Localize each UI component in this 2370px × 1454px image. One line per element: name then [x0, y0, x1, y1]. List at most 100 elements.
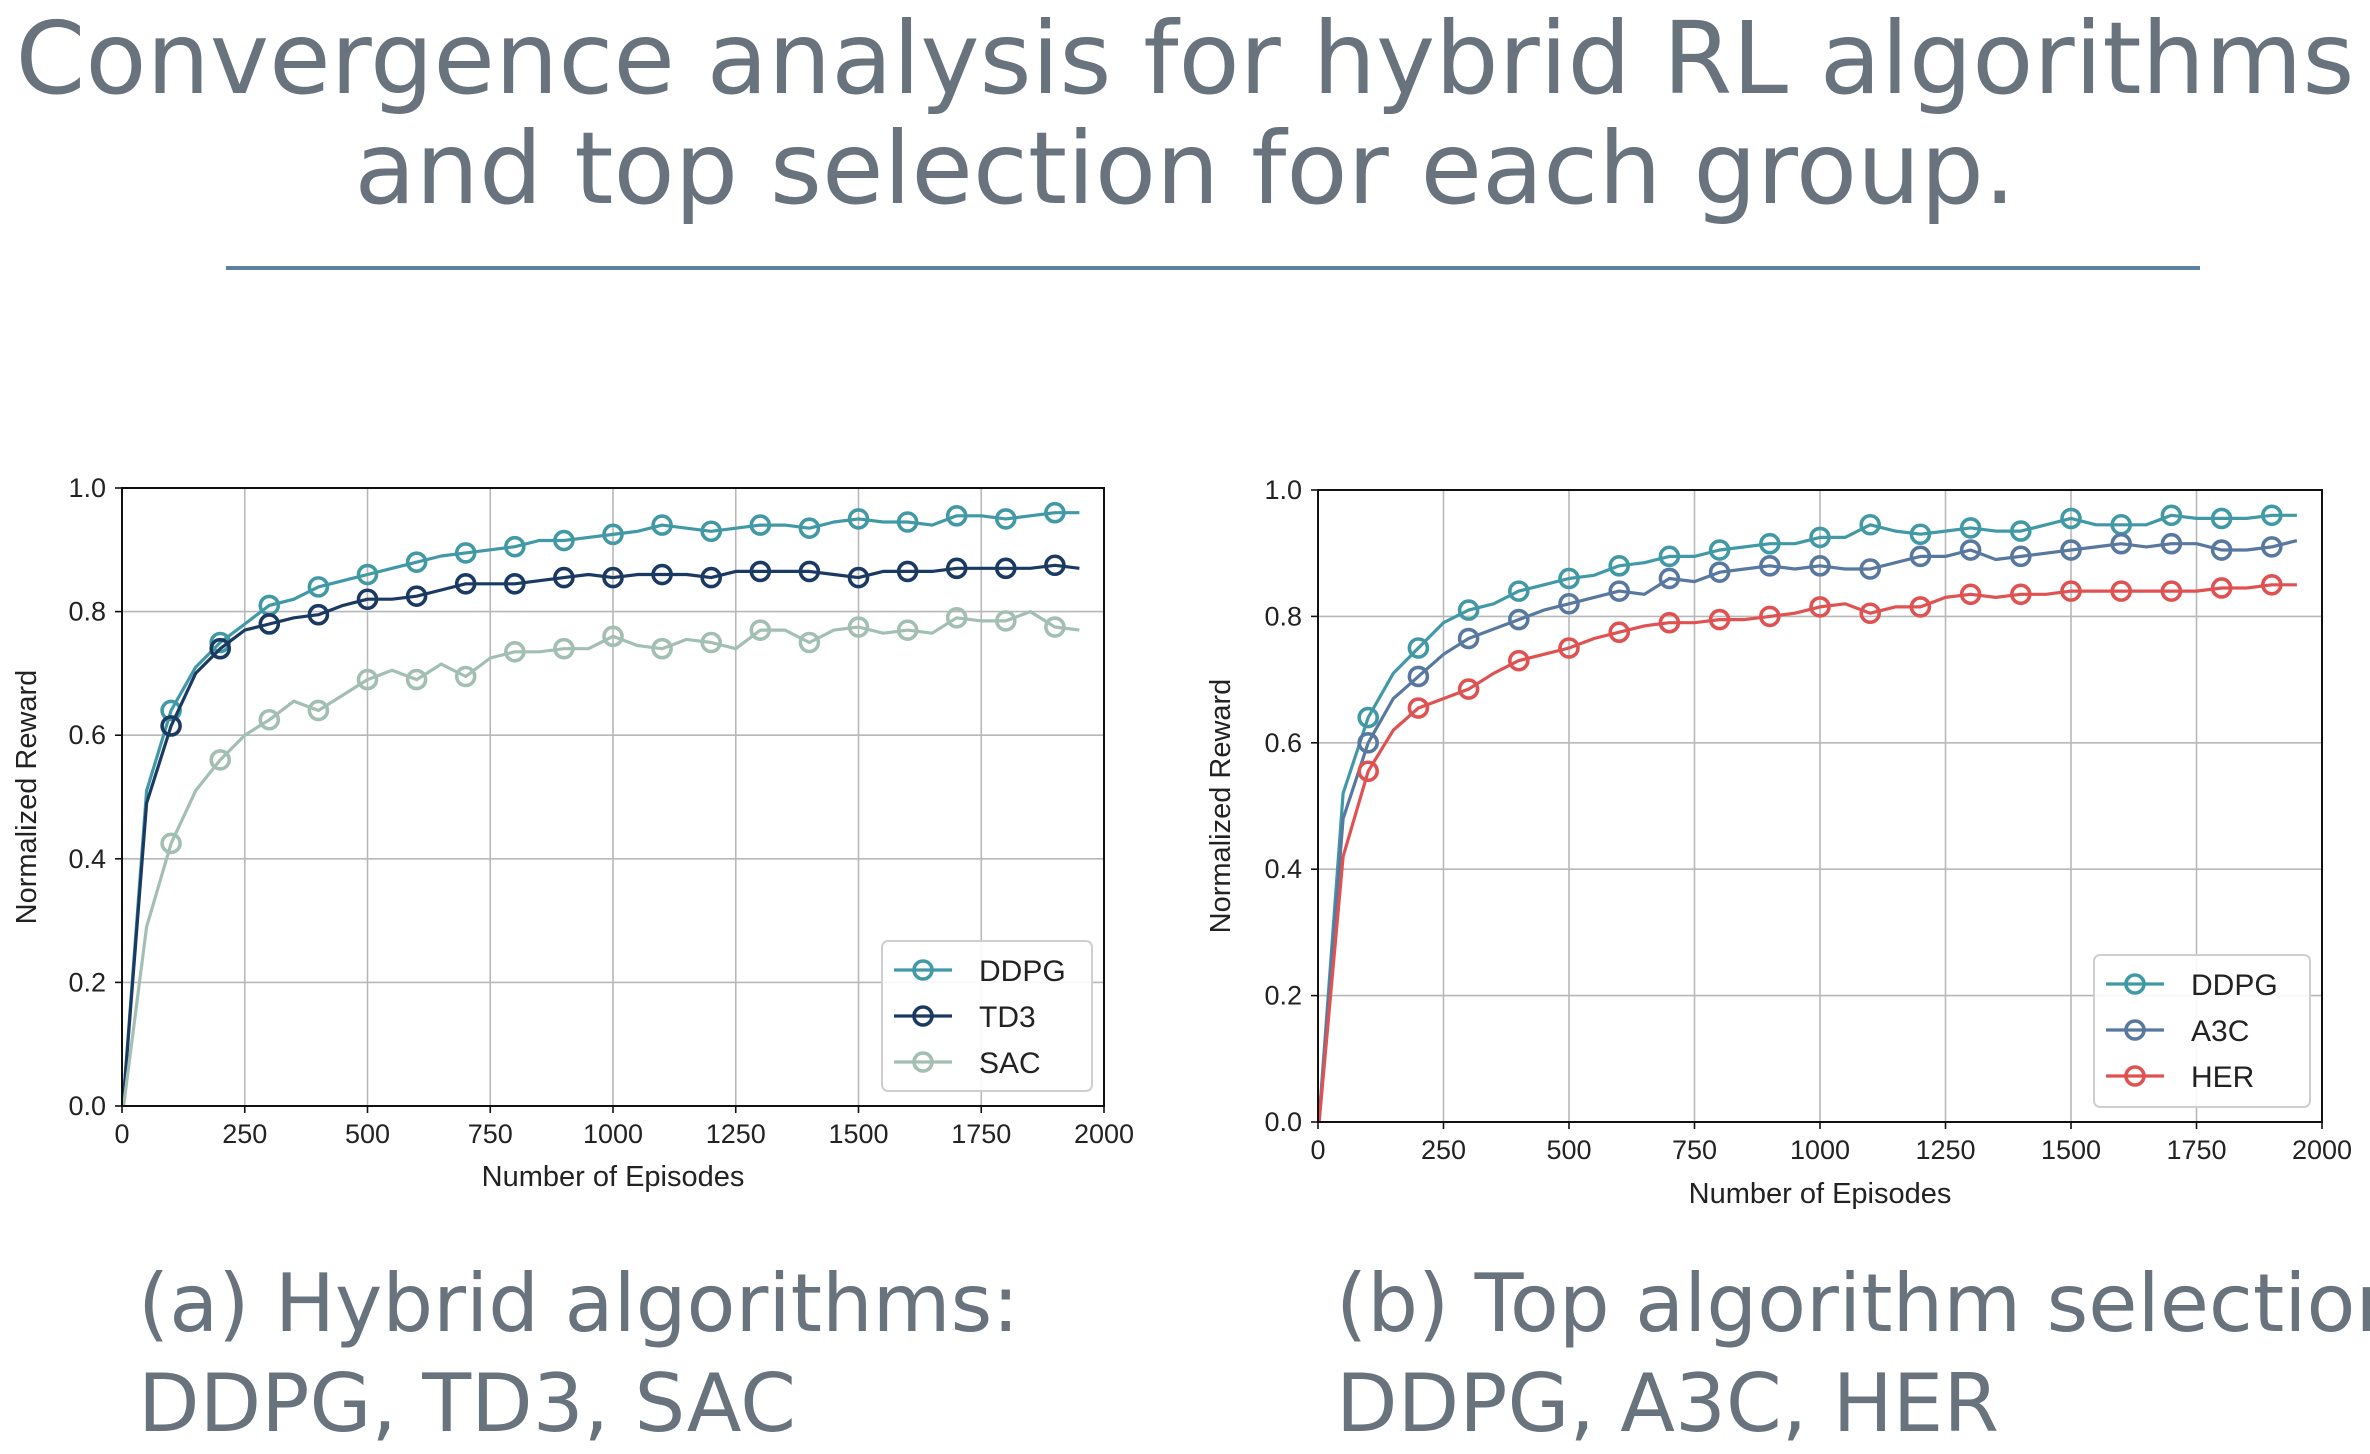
- chart-a-point-sac: [405, 668, 428, 691]
- chart-a-point-td3: [994, 557, 1017, 580]
- chart-a-xtick-label: 750: [468, 1119, 513, 1149]
- chart-b-point-ddpg: [1658, 545, 1681, 568]
- chart-a-xtick-label: 1750: [951, 1119, 1011, 1149]
- chart-b-legend-marker-a3c: [2124, 1019, 2146, 1041]
- chart-b-legend-label-ddpg: DDPG: [2191, 969, 2278, 1002]
- chart-a-point-sac: [798, 631, 821, 654]
- chart-a-point-sac: [356, 668, 379, 691]
- chart-b-point-a3c: [1708, 561, 1731, 583]
- chart-a-xtick-label: 250: [222, 1119, 267, 1149]
- chart-a-point-ddpg: [1044, 501, 1066, 524]
- chart-b-xtick-label: 500: [1546, 1135, 1591, 1165]
- chart-a-point-ddpg: [503, 535, 526, 558]
- chart-a-point-ddpg: [307, 576, 330, 598]
- chart-b-legend: DDPG A3C HER: [2093, 954, 2311, 1108]
- chart-a-point-td3: [945, 557, 968, 580]
- chart-b-x-axis-label: Number of Episodes: [1689, 1178, 1952, 1210]
- chart-a-point-td3: [503, 572, 526, 595]
- chart-b-point-her: [1508, 649, 1530, 672]
- chart-b-point-ddpg: [1457, 599, 1480, 621]
- chart-a-ytick-label: 1.0: [68, 473, 106, 503]
- chart-a-point-sac: [651, 637, 673, 660]
- chart-a-point-sac: [503, 640, 526, 663]
- chart-a-point-td3: [798, 560, 821, 583]
- chart-a-point-td3: [896, 560, 919, 583]
- chart-b-point-a3c: [2261, 536, 2283, 558]
- chart-b-point-her: [1357, 760, 1379, 783]
- chart-a-point-ddpg: [454, 542, 477, 564]
- chart-b-xtick-label: 750: [1672, 1135, 1717, 1165]
- caption-b: (b) Top algorithm selection: DDPG, A3C, …: [1336, 1254, 2370, 1454]
- chart-b-point-a3c: [1959, 539, 1982, 561]
- chart-b-series-line-a3c: [1318, 539, 2298, 1122]
- chart-a-point-td3: [356, 588, 379, 611]
- chart-a-series-line-sac: [122, 609, 1080, 1106]
- chart-b-point-a3c: [1558, 592, 1580, 615]
- chart-b-point-her: [2060, 580, 2082, 602]
- chart-b-legend-box: [2093, 954, 2311, 1108]
- chart-b-point-her: [1909, 596, 1932, 618]
- chart-b-point-her: [1608, 621, 1630, 644]
- chart-a-point-ddpg: [651, 514, 673, 536]
- chart-a-point-sac: [258, 708, 281, 731]
- chart-a-point-sac: [553, 637, 575, 660]
- chart-a-point-td3: [700, 566, 723, 589]
- chart-a-legend-label-ddpg: DDPG: [979, 955, 1066, 988]
- chart-b-point-a3c: [2160, 532, 2183, 555]
- chart-a-xtick-label: 1250: [706, 1119, 766, 1149]
- chart-b-point-ddpg: [2010, 520, 2032, 542]
- chart-a-point-td3: [209, 637, 231, 660]
- chart-b-point-ddpg: [1608, 555, 1630, 577]
- caption-a-line-2: DDPG, TD3, SAC: [138, 1357, 796, 1450]
- chart-b-y-axis-label: Normalized Reward: [1205, 679, 1237, 934]
- chart-a-point-ddpg: [896, 511, 919, 533]
- chart-a-point-ddpg: [405, 551, 428, 573]
- chart-b-point-her: [1658, 611, 1681, 634]
- chart-b-point-her: [1457, 678, 1480, 700]
- chart-a-point-td3: [405, 585, 428, 607]
- chart-a-point-ddpg: [749, 514, 772, 536]
- chart-a-grid: [121, 487, 1105, 1107]
- chart-b-xtick-label: 250: [1421, 1135, 1466, 1165]
- chart-b-point-ddpg: [1708, 539, 1731, 561]
- chart-b-legend-marker-ddpg: [2124, 973, 2146, 995]
- chart-b-ytick-label: 0.2: [1264, 981, 1302, 1011]
- chart-b-point-ddpg: [1809, 526, 1831, 549]
- chart-b-point-ddpg: [1508, 580, 1530, 602]
- chart-b-ytick-label: 0.0: [1264, 1107, 1302, 1137]
- chart-b-point-ddpg: [2160, 504, 2183, 527]
- chart-b-point-a3c: [1809, 555, 1831, 577]
- chart-a-point-td3: [553, 566, 575, 589]
- chart-a-series-line-td3: [122, 563, 1080, 1106]
- chart-b-legend-label-a3c: A3C: [2191, 1015, 2249, 1048]
- chart-b-plot-area: [1318, 504, 2298, 1122]
- chart-a-point-sac: [700, 631, 723, 654]
- chart-a-point-td3: [307, 603, 330, 626]
- chart-b-point-a3c: [1508, 608, 1530, 631]
- chart-b-point-her: [1859, 602, 1881, 625]
- chart-b-point-a3c: [1658, 567, 1681, 590]
- chart-a-point-td3: [160, 715, 182, 737]
- chart-a-legend-label-td3: TD3: [979, 1001, 1036, 1034]
- chart-b-point-ddpg: [1859, 513, 1881, 536]
- chart-a-point-sac: [454, 665, 477, 688]
- title-divider: [226, 266, 2200, 270]
- page-title-line-2: and top selection for each group.: [354, 110, 2016, 227]
- chart-b-point-a3c: [1909, 545, 1932, 568]
- chart-a-point-td3: [651, 563, 673, 586]
- chart-a-ytick-label: 0.4: [68, 844, 106, 874]
- caption-b-line-1: (b) Top algorithm selection:: [1336, 1257, 2370, 1350]
- chart-b-point-a3c: [1357, 731, 1379, 754]
- chart-a-point-td3: [749, 560, 772, 583]
- chart-a-xtick-label: 1000: [583, 1119, 643, 1149]
- chart-a-point-sac: [896, 619, 919, 641]
- chart-a-legend-box: [881, 940, 1093, 1092]
- chart-b-point-ddpg: [1959, 517, 1982, 539]
- chart-b-point-ddpg: [1759, 532, 1781, 555]
- chart-b-point-a3c: [2010, 545, 2032, 568]
- chart-a-legend-label-sac: SAC: [979, 1047, 1041, 1080]
- chart-a-point-sac: [602, 625, 624, 648]
- chart-b-point-ddpg: [1407, 637, 1430, 659]
